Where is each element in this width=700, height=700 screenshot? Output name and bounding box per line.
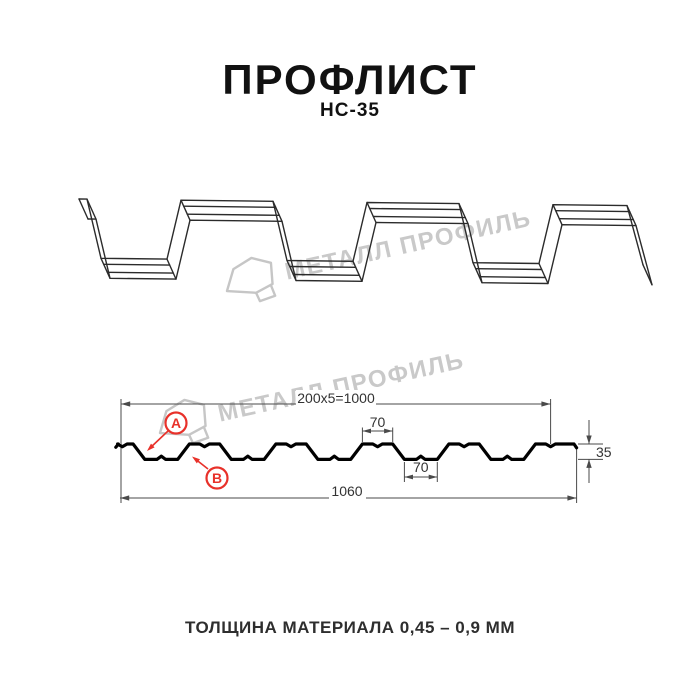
dim-top-flange-label: 70 — [370, 414, 386, 430]
dim-cover-label: 200x5=1000 — [297, 390, 375, 406]
page-title: ПРОФЛИСТ — [222, 56, 478, 103]
dim-height-label: 35 — [596, 444, 612, 460]
callout-b-circle — [205, 466, 229, 490]
dim-bottom-flange-label: 70 — [413, 459, 429, 475]
callout-a-label: А — [171, 415, 181, 431]
dimension-labels: 200x5=1000 70 70 35 1060 — [296, 390, 612, 499]
callout-b-label: В — [212, 470, 222, 486]
dimension-arrows — [120, 401, 592, 501]
callouts: А В — [147, 411, 229, 490]
sheet-3d-view — [78, 198, 653, 286]
cross-section-profile — [114, 442, 579, 461]
profile-model-subtitle: НС-35 — [320, 100, 380, 121]
dim-total-width-label: 1060 — [331, 483, 362, 499]
material-thickness-note: ТОЛЩИНА МАТЕРИАЛА 0,45 – 0,9 ММ — [185, 618, 515, 637]
